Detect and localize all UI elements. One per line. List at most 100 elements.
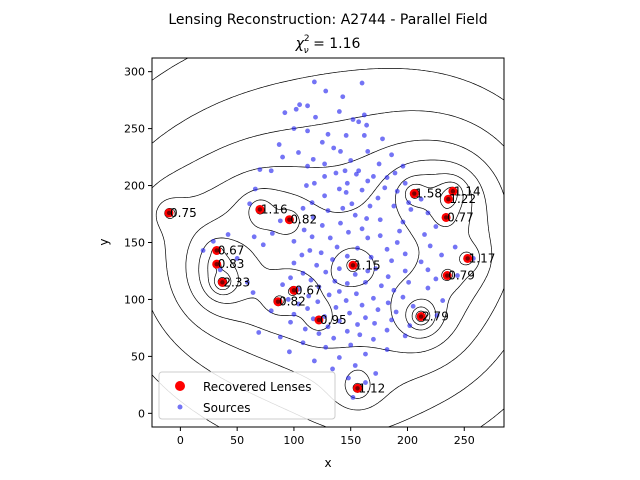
source-point: [288, 275, 293, 281]
source-point: [251, 234, 257, 240]
source-point: [365, 178, 371, 184]
legend: Recovered Lenses Sources: [158, 371, 336, 420]
source-point: [334, 244, 340, 250]
source-point: [361, 133, 367, 138]
source-point: [363, 351, 368, 357]
source-point: [322, 193, 327, 199]
source-point: [316, 284, 322, 290]
source-point: [359, 80, 365, 86]
source-point: [340, 94, 346, 100]
source-point: [384, 175, 390, 180]
y-tick-label: 0: [138, 407, 145, 420]
lens-label: 0.67: [295, 283, 322, 297]
source-point: [355, 322, 360, 327]
source-point: [244, 279, 250, 285]
source-point: [325, 131, 331, 137]
source-point: [311, 358, 317, 364]
lens-label: 0.83: [218, 257, 245, 271]
source-point: [316, 331, 322, 337]
lens-label: 0.75: [170, 206, 197, 220]
source-point: [268, 168, 274, 174]
x-tick-label: 100: [283, 434, 304, 447]
source-point: [269, 230, 275, 236]
source-point: [375, 195, 381, 201]
source-point: [280, 154, 285, 160]
chart-subtitle: χ2 ν = 1.16: [295, 34, 361, 56]
source-point: [256, 330, 262, 335]
source-point: [392, 170, 398, 176]
source-point: [336, 266, 342, 272]
source-point: [367, 203, 373, 209]
source-point: [377, 233, 383, 239]
lens-label: 1.17: [469, 251, 496, 265]
source-point: [359, 226, 365, 232]
lens-core: [287, 217, 292, 222]
source-point: [319, 223, 325, 228]
lens-core: [355, 386, 360, 391]
lens-core: [257, 207, 263, 212]
y-tick-label: 200: [124, 180, 145, 193]
source-point: [309, 234, 315, 240]
lens-label: 0.67: [218, 243, 245, 257]
y-tick-label: 250: [124, 123, 145, 136]
x-tick-label: 0: [177, 434, 184, 447]
source-point: [319, 139, 325, 145]
x-axis-label: x: [324, 456, 331, 470]
source-point: [363, 279, 368, 285]
source-point: [331, 145, 337, 151]
source-point: [373, 371, 379, 376]
lens-label: 1.16: [261, 202, 288, 216]
source-point: [364, 122, 370, 128]
legend-box: [158, 371, 336, 420]
source-point: [291, 260, 297, 266]
lens-core: [166, 210, 172, 216]
source-point: [384, 347, 390, 352]
source-point: [377, 217, 383, 223]
lens-core: [214, 248, 219, 253]
source-point: [344, 253, 350, 259]
source-point: [402, 333, 408, 339]
source-point: [257, 167, 263, 173]
source-point: [225, 232, 231, 237]
source-point: [293, 106, 299, 112]
source-point: [470, 256, 476, 261]
source-point: [336, 289, 342, 294]
y-tick-label: 150: [124, 237, 145, 250]
source-point: [336, 186, 342, 192]
source-point: [425, 267, 431, 273]
source-point: [342, 168, 348, 174]
source-point: [332, 278, 338, 284]
source-point: [365, 268, 371, 274]
y-tick-label: 300: [124, 66, 145, 79]
source-point: [344, 328, 350, 334]
legend-source-label: Sources: [203, 401, 250, 415]
source-point: [333, 170, 339, 176]
source-point: [356, 119, 362, 125]
source-point: [407, 323, 413, 329]
lens-core: [450, 189, 456, 194]
source-point: [299, 252, 305, 258]
y-tick-label: 100: [124, 293, 145, 306]
source-point: [291, 126, 297, 132]
subtitle-value: = 1.16: [309, 36, 361, 52]
source-point: [309, 200, 315, 206]
lens-label: 1.58: [415, 187, 442, 201]
source-point: [315, 299, 321, 305]
source-point: [425, 210, 431, 216]
source-point: [268, 308, 274, 314]
source-point: [371, 174, 376, 179]
lens-label: 1.15: [354, 258, 381, 272]
source-point: [400, 219, 406, 225]
contour-line: [217, 190, 455, 323]
source-point: [323, 88, 329, 94]
x-tick-label: 250: [454, 434, 475, 447]
lens-core: [412, 191, 417, 196]
source-point: [356, 168, 362, 174]
source-point: [217, 267, 223, 273]
source-point: [384, 327, 390, 333]
lens-core: [465, 256, 470, 261]
source-point: [346, 229, 351, 235]
source-point: [302, 326, 308, 332]
lens-core: [214, 261, 219, 267]
source-point: [346, 375, 351, 381]
